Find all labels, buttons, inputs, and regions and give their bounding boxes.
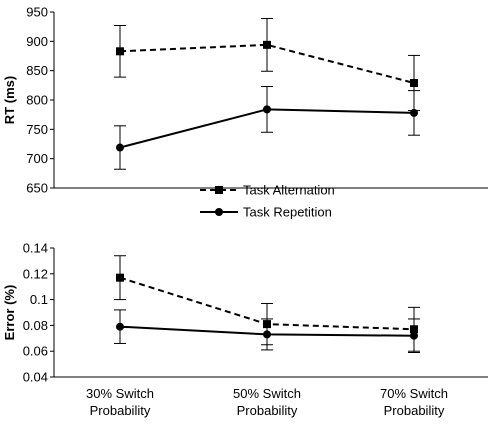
y-tick-label: 950 — [26, 5, 48, 20]
y-tick-label: 0.04 — [23, 370, 48, 385]
error-chart: 0.04 0.06 0.08 0.1 0.12 0.14 Error (%) — [2, 241, 488, 385]
x-axis-category-labels: 30% Switch Probability 50% Switch Probabili… — [86, 386, 448, 418]
y-axis-label: RT (ms) — [2, 76, 17, 124]
legend-marker-task-repetition — [215, 208, 223, 216]
data-point-task-repetition — [116, 143, 124, 152]
data-point-task-alternation — [116, 273, 124, 282]
data-point-task-repetition — [263, 105, 271, 114]
y-tick-label: 0.08 — [23, 318, 48, 333]
y-tick-label: 800 — [26, 93, 48, 108]
data-point-task-repetition — [410, 108, 418, 117]
x-category-label-line1: 50% Switch — [233, 386, 301, 401]
y-tick-label: 0.14 — [23, 241, 48, 256]
y-tick-label: 0.06 — [23, 344, 48, 359]
y-tick-label: 750 — [26, 122, 48, 137]
x-category-label-line2: Probability — [237, 403, 298, 418]
y-axis-label: Error (%) — [2, 285, 17, 341]
x-category-label-line1: 30% Switch — [86, 386, 154, 401]
y-tick-label: 850 — [26, 63, 48, 78]
x-category-label-line2: Probability — [90, 403, 151, 418]
legend-label-task-alternation: Task Alternation — [243, 183, 335, 198]
y-tick-label: 0.1 — [30, 292, 48, 307]
data-point-task-alternation — [410, 78, 418, 87]
y-tick-label: 650 — [26, 181, 48, 196]
x-category-label-line1: 70% Switch — [380, 386, 448, 401]
rt-chart: 650 700 750 800 850 900 950 RT (ms) — [2, 5, 488, 196]
data-point-task-alternation — [263, 40, 271, 49]
data-point-task-repetition — [116, 322, 124, 331]
data-point-task-alternation — [116, 47, 124, 56]
x-category-label-line2: Probability — [384, 403, 445, 418]
data-point-task-repetition — [263, 330, 271, 339]
legend: Task Alternation Task Repetition — [200, 183, 335, 220]
y-tick-label: 900 — [26, 34, 48, 49]
legend-label-task-repetition: Task Repetition — [243, 205, 332, 220]
legend-marker-task-alternation — [215, 186, 223, 194]
y-tick-label: 0.12 — [23, 266, 48, 281]
data-point-task-repetition — [410, 331, 418, 340]
y-tick-label: 700 — [26, 151, 48, 166]
